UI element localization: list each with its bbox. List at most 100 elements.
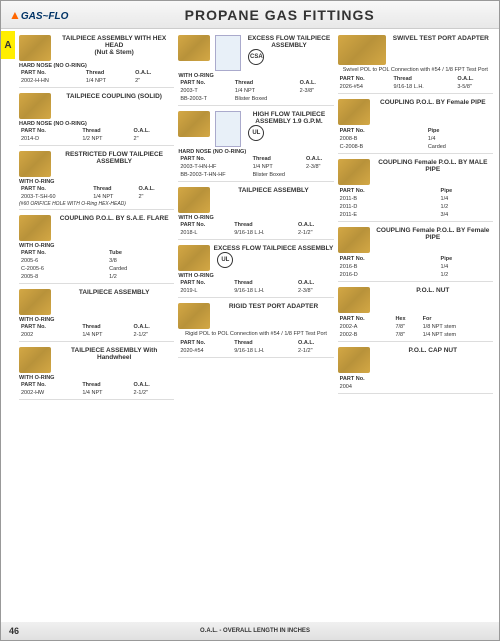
table-header: O.A.L. [136,185,174,193]
spec-table: PART No.ThreadO.A.L.2003-T-SH-601/4 NPT2… [19,185,174,201]
table-header: Thread [233,79,298,87]
table-row: 2016-D1/2 [338,271,493,279]
product-subtitle: (Nut & Stem) [54,49,174,56]
table-cell: 1/2 [107,273,174,281]
product-item: SWIVEL TEST PORT ADAPTER Swivel POL to PO… [338,33,493,94]
table-header: O.A.L. [304,155,334,163]
table-cell: C-2005-6 [19,265,107,273]
table-cell: 1/4 NPT [91,193,136,201]
product-name: COUPLING Female P.O.L. BY Female PIPE [373,227,493,241]
table-row: 2014-D1/2 NPT2" [19,135,174,143]
table-header: Pipe [439,255,493,263]
spec-table: PART No.ThreadO.A.L.2003-T-HN-HF1/4 NPT2… [178,155,333,179]
table-cell: 2003-T-SH-60 [19,193,91,201]
product-image [19,289,51,315]
table-header: Tube [107,249,174,257]
table-header: PART No. [19,127,80,135]
table-cell: 2002-HW [19,389,80,397]
table-row: 2005-63/8 [19,257,174,265]
table-row: 2018-L9/16-18 L.H.2-1/2" [178,229,333,237]
table-cell: 9/16-18 L.H. [232,287,296,295]
table-header: PART No. [338,315,394,323]
table-cell: 2" [136,193,174,201]
table-cell: 1/4 NPT [84,77,133,85]
product-item: EXCESS FLOW TAILPIECE ASSEMBLYULWITH O-R… [178,243,333,298]
table-row: 2002-HW1/4 NPT2-1/2" [19,389,174,397]
table-cell: 9/16-18 L.H. [232,229,296,237]
spec-table: PART No.ThreadO.A.L.2002-HW1/4 NPT2-1/2" [19,381,174,397]
table-cell: 2005-6 [19,257,107,265]
product-name: SWIVEL TEST PORT ADAPTER [389,35,493,42]
product-item: COUPLING Female P.O.L. BY Female PIPEPAR… [338,225,493,282]
table-cell: Blister Boxed [251,171,304,179]
page-number: 46 [9,626,19,636]
table-cell: 7/8" [393,331,420,339]
product-name: TAILPIECE ASSEMBLY [213,187,333,194]
column-1: TAILPIECE ASSEMBLY WITH HEX HEAD(Nut & S… [19,33,174,615]
table-row: 2005-81/2 [19,273,174,281]
table-row: 2011-E3/4 [338,211,493,219]
spec-table: PART No.ThreadO.A.L.2002-H-HN1/4 NPT2" [19,69,174,85]
table-header: Thread [251,155,304,163]
table-row: 2011-D1/2 [338,203,493,211]
table-cell: 1/4 NPT stem [421,331,493,339]
product-name: EXCESS FLOW TAILPIECE ASSEMBLY [213,245,333,252]
table-header: PART No. [178,221,232,229]
product-image [178,303,210,329]
table-header: PART No. [19,69,84,77]
table-row: 2020-#549/16-18 L.H.2-1/2" [178,347,333,355]
product-name: P.O.L. NUT [373,287,493,294]
spec-table: PART No.Pipe2008-B1/4C-2008-BCarded [338,127,493,151]
table-header: O.A.L. [298,79,334,87]
product-item: TAILPIECE ASSEMBLY With HandwheelWITH O-… [19,345,174,400]
table-cell: Blister Boxed [233,95,298,103]
table-cell: 2026-#54 [338,83,392,91]
table-cell: 2005-8 [19,273,107,281]
product-image [19,151,51,177]
table-header: PART No. [19,249,107,257]
product-name: RIGID TEST PORT ADAPTER [213,303,333,310]
table-header: PART No. [178,155,250,163]
table-header: O.A.L. [455,75,493,83]
product-desc: Swivel POL to POL Connection with #54 / … [338,67,493,73]
table-row: 2003-T1/4 NPT2-3/8" [178,87,333,95]
table-header: Pipe [426,127,493,135]
table-cell: 1/4 NPT [80,331,131,339]
table-cell: 1/4 [439,195,493,203]
table-row: 2002-H-HN1/4 NPT2" [19,77,174,85]
table-cell: 1/4 [426,135,493,143]
table-cell: C-2008-B [338,143,426,151]
table-cell: 9/16-18 L.H. [232,347,296,355]
spec-table: PART No.ThreadO.A.L.2003-T1/4 NPT2-3/8"B… [178,79,333,103]
table-cell: 3-5/8" [455,83,493,91]
table-header: PART No. [338,375,493,383]
table-header: O.A.L. [296,279,334,287]
table-row: 2011-B1/4 [338,195,493,203]
table-header: Thread [392,75,456,83]
product-image [178,111,210,137]
page-footer: 46 O.A.L. - OVERALL LENGTH IN INCHES [1,622,499,640]
spec-table: PART No.ThreadO.A.L.2019-L9/16-18 L.H.2-… [178,279,333,295]
product-name: RESTRICTED FLOW TAILPIECE ASSEMBLY [54,151,174,165]
table-cell: BB-2003-T-HN-HF [178,171,250,179]
table-row: C-2008-BCarded [338,143,493,151]
product-item: HIGH FLOW TAILPIECE ASSEMBLY 1.9 G.P.M.U… [178,109,333,182]
product-item: COUPLING P.O.L. BY Female PIPE PART No.Pi… [338,97,493,154]
table-header: Pipe [439,187,493,195]
table-header: Thread [80,381,131,389]
product-name: TAILPIECE ASSEMBLY With Handwheel [54,347,174,361]
table-header: O.A.L. [133,69,174,77]
product-image [19,347,51,373]
product-name: COUPLING Female P.O.L. BY MALE PIPE [373,159,493,173]
logo: ▲GAS~FLO [9,8,68,22]
product-name: COUPLING P.O.L. BY S.A.E. FLARE [54,215,174,222]
spec-table: PART No.ThreadO.A.L.2014-D1/2 NPT2" [19,127,174,143]
table-cell: 9/16-18 L.H. [392,83,456,91]
table-cell: 1/2 NPT [80,135,131,143]
table-header: O.A.L. [296,339,334,347]
product-name: COUPLING P.O.L. BY Female PIPE [373,99,493,106]
table-header: Thread [232,279,296,287]
table-cell: 2002-B [338,331,394,339]
product-name: HIGH FLOW TAILPIECE ASSEMBLY 1.9 G.P.M. [244,111,333,125]
product-image [338,287,370,313]
